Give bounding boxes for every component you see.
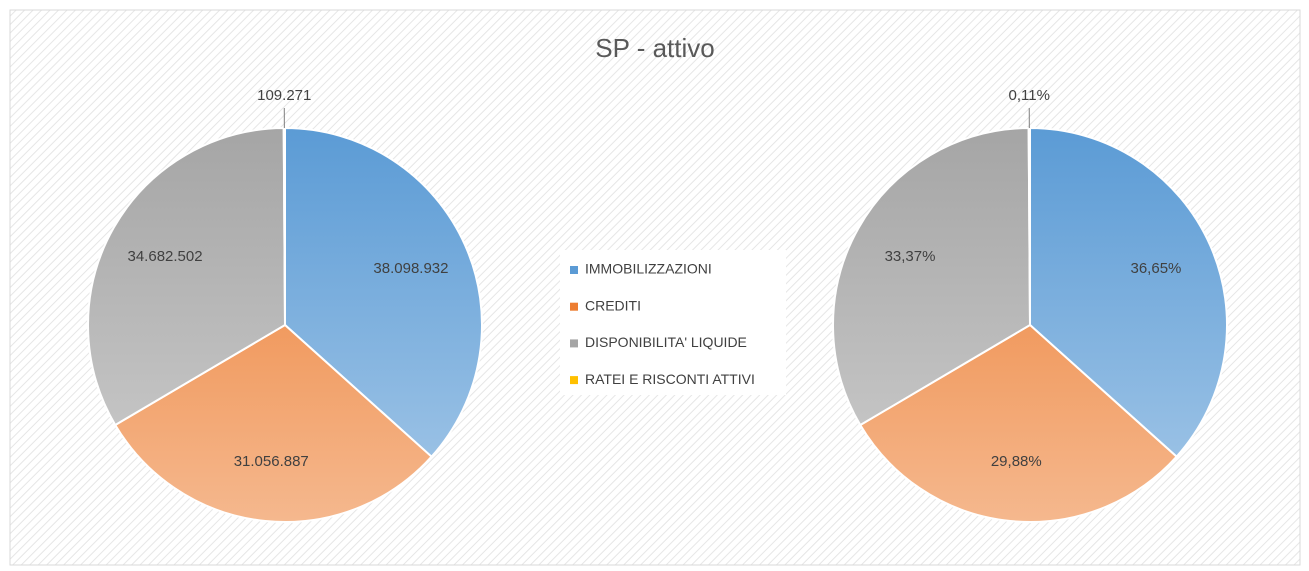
data-label: 38.098.932 xyxy=(373,260,448,277)
legend-label: DISPONIBILITA' LIQUIDE xyxy=(585,334,747,350)
pie-slice xyxy=(284,126,483,459)
legend-box xyxy=(560,250,786,395)
legend-marker xyxy=(570,339,578,348)
legend-label: IMMOBILIZZAZIONI xyxy=(585,261,712,277)
data-label: 36,65% xyxy=(1131,260,1182,277)
legend-marker xyxy=(570,266,578,274)
legend-label: RATEI E RISCONTI ATTIVI xyxy=(585,371,755,387)
pie-slice xyxy=(282,126,286,326)
data-label: 34.682.502 xyxy=(128,248,203,265)
data-label: 0,11% xyxy=(1008,87,1049,104)
pie-slice xyxy=(858,323,1178,523)
data-label: 31.056.887 xyxy=(234,453,309,470)
pie-slice xyxy=(832,126,1032,427)
data-label: 109.271 xyxy=(257,87,311,104)
pie-slice xyxy=(1029,126,1228,459)
chart-title: SP - attivo xyxy=(595,33,714,63)
pie-slice xyxy=(113,323,433,523)
pie-slice xyxy=(1027,126,1031,326)
data-label: 29,88% xyxy=(991,453,1042,470)
legend-marker xyxy=(570,302,578,311)
data-label: 33,37% xyxy=(885,248,936,265)
legend-marker xyxy=(570,376,578,385)
legend-label: CREDITI xyxy=(585,297,641,313)
pie-slice xyxy=(87,126,287,427)
